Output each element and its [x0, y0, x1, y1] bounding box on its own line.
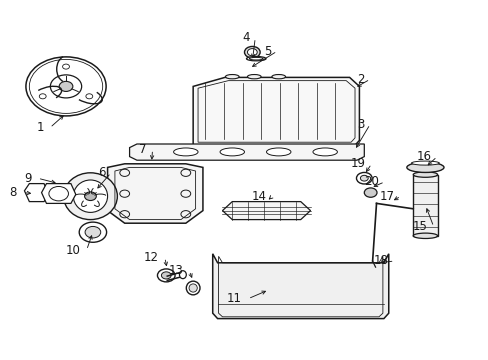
Ellipse shape	[249, 57, 263, 60]
Circle shape	[26, 57, 106, 116]
Polygon shape	[193, 77, 359, 146]
Ellipse shape	[246, 57, 265, 61]
Ellipse shape	[73, 180, 107, 212]
Ellipse shape	[63, 173, 117, 220]
Circle shape	[247, 49, 257, 56]
Ellipse shape	[225, 75, 239, 79]
Polygon shape	[222, 202, 310, 220]
Text: 15: 15	[412, 220, 427, 233]
Circle shape	[84, 192, 96, 201]
Text: 6: 6	[98, 166, 105, 179]
Text: 1: 1	[37, 121, 44, 134]
Ellipse shape	[186, 281, 200, 295]
Circle shape	[360, 175, 367, 181]
Ellipse shape	[412, 172, 437, 177]
Polygon shape	[212, 254, 388, 319]
Polygon shape	[412, 175, 437, 236]
Circle shape	[356, 172, 371, 184]
Polygon shape	[129, 144, 364, 160]
Text: 12: 12	[143, 251, 159, 264]
Ellipse shape	[179, 271, 186, 279]
Text: 16: 16	[415, 150, 430, 163]
Text: 17: 17	[379, 190, 394, 203]
Text: 5: 5	[264, 45, 271, 58]
Circle shape	[85, 226, 101, 238]
Ellipse shape	[271, 75, 285, 79]
Circle shape	[244, 46, 260, 58]
Circle shape	[364, 188, 376, 197]
Text: 14: 14	[251, 190, 266, 203]
Text: 4: 4	[242, 31, 249, 44]
Ellipse shape	[412, 233, 437, 239]
Circle shape	[29, 59, 102, 113]
Text: 20: 20	[364, 175, 378, 188]
Ellipse shape	[173, 148, 198, 156]
Polygon shape	[41, 184, 76, 203]
Ellipse shape	[406, 162, 443, 172]
Circle shape	[59, 81, 73, 91]
Text: 18: 18	[373, 255, 388, 267]
Ellipse shape	[247, 75, 261, 79]
Ellipse shape	[266, 148, 290, 156]
Text: 3: 3	[356, 118, 364, 131]
Text: 11: 11	[226, 292, 242, 305]
Ellipse shape	[189, 284, 197, 292]
Text: 7: 7	[139, 143, 146, 156]
Text: 9: 9	[24, 172, 32, 185]
Circle shape	[50, 75, 81, 98]
Text: 13: 13	[168, 264, 183, 277]
Text: 10: 10	[66, 244, 81, 257]
Ellipse shape	[220, 148, 244, 156]
Circle shape	[161, 272, 171, 279]
Circle shape	[79, 222, 106, 242]
Ellipse shape	[410, 161, 439, 165]
Polygon shape	[24, 184, 49, 202]
Text: 8: 8	[10, 186, 17, 199]
Circle shape	[157, 269, 175, 282]
Text: 19: 19	[350, 157, 365, 170]
Text: 2: 2	[356, 73, 364, 86]
Polygon shape	[107, 164, 203, 223]
Ellipse shape	[312, 148, 337, 156]
